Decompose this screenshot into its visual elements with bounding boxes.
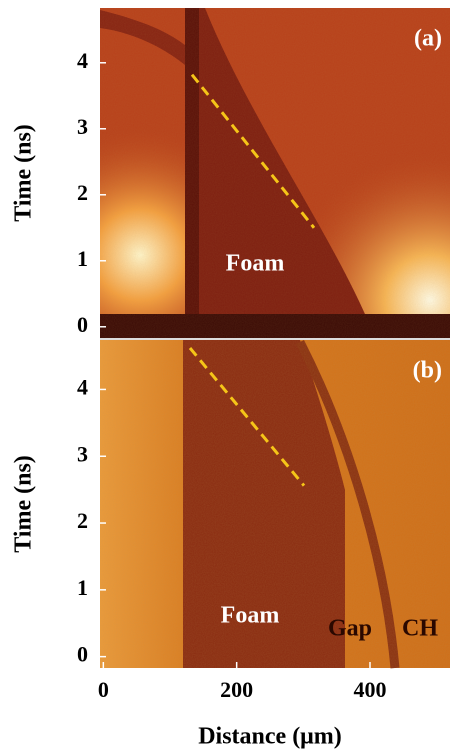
figure: 0 1 2 3 4 Time (ns) (a) Foam 0 1 2 3 4 0 200 400 Distanc… (0, 0, 453, 754)
y-tick-label: 2 (77, 508, 88, 533)
y-tick-label: 1 (77, 246, 88, 271)
x-tick-label: 400 (354, 677, 387, 702)
annotation: Foam (221, 603, 280, 629)
panel-a-image (100, 8, 450, 338)
x-tick-label: 200 (220, 677, 253, 702)
annotation: CH (402, 616, 438, 642)
y-tick-label: 0 (77, 312, 88, 337)
y-axis-label: Time (ns) (11, 455, 37, 553)
y-tick-label: 0 (77, 642, 88, 667)
panel-label: (b) (413, 358, 442, 384)
y-tick-label: 4 (77, 374, 88, 399)
y-tick-label: 2 (77, 180, 88, 205)
y-tick-label: 1 (77, 575, 88, 600)
y-tick-label: 3 (77, 114, 88, 139)
x-axis-label: Distance (μm) (198, 724, 342, 750)
panel-label: (a) (414, 26, 442, 52)
x-tick-label: 0 (98, 677, 109, 702)
y-tick-label: 4 (77, 48, 88, 73)
annotation: Gap (328, 616, 372, 642)
y-axis-label: Time (ns) (11, 124, 37, 222)
annotation: Foam (226, 251, 285, 277)
y-tick-label: 3 (77, 441, 88, 466)
